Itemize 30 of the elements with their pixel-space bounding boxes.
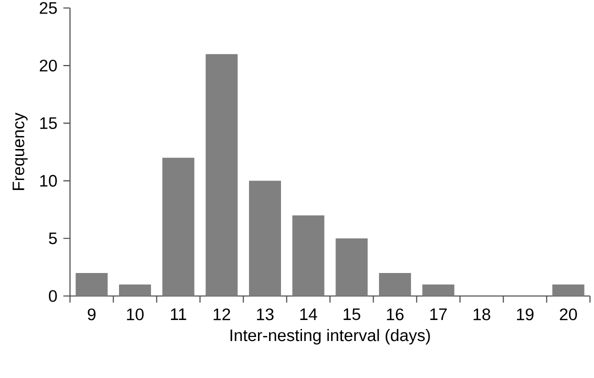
y-tick-label: 0 [48,290,57,302]
x-tick-label: 19 [517,308,534,320]
bar [379,272,411,296]
y-tick-label: 10 [40,174,57,187]
x-tick-label: 18 [474,308,490,320]
x-tick-label: 10 [127,308,144,320]
bar [292,215,324,296]
bar [119,284,152,296]
x-tick-label: 11 [170,308,186,320]
bar [552,284,584,296]
y-tick-label: 25 [40,2,57,14]
bar [249,180,281,296]
bar [162,158,194,296]
y-tick-label: 5 [48,232,57,244]
bar [76,272,108,296]
x-tick-label: 16 [387,308,404,320]
x-tick-label: 20 [560,308,577,320]
x-tick-label: 15 [344,308,360,320]
bar [336,238,368,296]
y-tick-label: 20 [40,60,57,72]
x-tick-label: 17 [430,308,447,320]
x-axis-title: Inter-nesting interval (days) [230,328,430,345]
y-tick-label: 15 [40,117,57,130]
y-axis-title: Frequency [12,112,28,190]
x-tick-label: 9 [88,308,96,320]
x-tick-label: 12 [214,308,230,320]
x-tick-label: 14 [300,308,318,320]
bar [206,54,238,296]
bar [422,284,454,296]
x-tick-label: 13 [257,308,274,320]
